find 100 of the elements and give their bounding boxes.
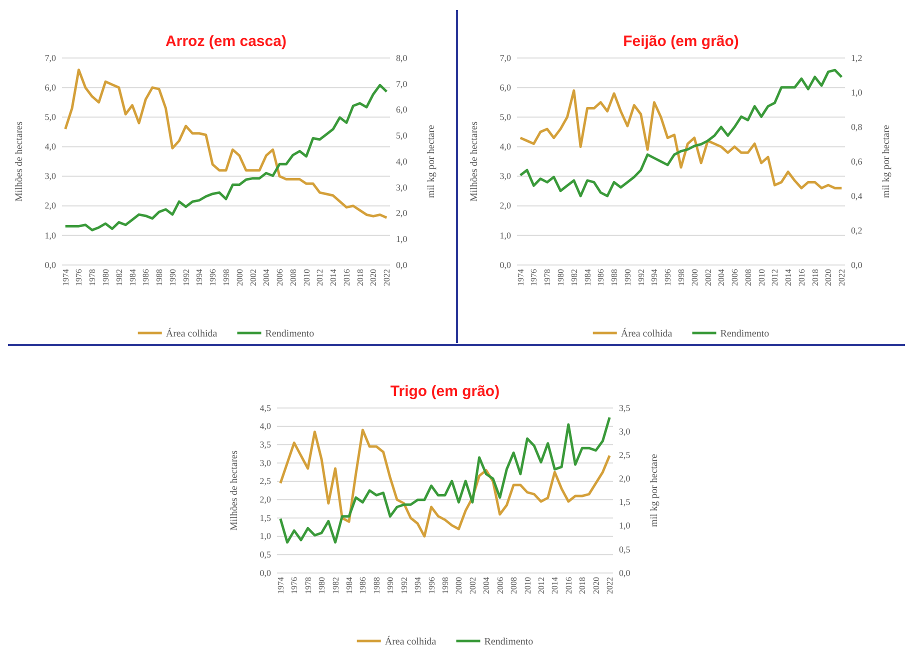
legend-label: Área colhida bbox=[384, 636, 437, 648]
x-tick-label: 2020 bbox=[823, 269, 834, 286]
x-tick-label: 1990 bbox=[385, 577, 396, 594]
y2-tick-label: 0,5 bbox=[619, 544, 631, 554]
y-tick-label: 4,0 bbox=[500, 142, 512, 152]
y-tick-label: 7,0 bbox=[44, 52, 56, 63]
x-tick-label: 1986 bbox=[358, 577, 368, 594]
x-tick-label: 2018 bbox=[810, 269, 820, 286]
y-tick-label: 5,0 bbox=[500, 112, 512, 122]
y2-tick-label: 1,0 bbox=[619, 520, 631, 531]
legend-label: Rendimento bbox=[720, 328, 770, 340]
y-tick-label: 1,5 bbox=[260, 512, 272, 523]
x-tick-label: 1992 bbox=[180, 269, 191, 286]
x-tick-label: 2016 bbox=[563, 577, 574, 594]
x-tick-label: 1976 bbox=[528, 269, 539, 286]
x-tick-label: 2018 bbox=[354, 269, 365, 286]
x-tick-label: 1974 bbox=[515, 268, 526, 286]
x-tick-label: 1982 bbox=[330, 577, 340, 594]
y2-tick-label: 1,2 bbox=[851, 52, 862, 63]
x-tick-label: 2014 bbox=[550, 576, 560, 594]
y2-tick-label: 0,8 bbox=[851, 122, 863, 132]
y2-tick-label: 1,0 bbox=[396, 234, 408, 244]
y2-tick-label: 1,0 bbox=[851, 87, 863, 98]
x-tick-label: 1998 bbox=[220, 269, 231, 286]
x-tick-label: 1978 bbox=[542, 269, 552, 286]
line-series bbox=[64, 84, 388, 232]
x-tick-label: 2000 bbox=[689, 269, 700, 286]
x-tick-label: 1976 bbox=[289, 577, 300, 594]
x-tick-label: 1980 bbox=[555, 269, 566, 286]
x-tick-label: 1994 bbox=[412, 576, 423, 594]
y-tick-label: 2,0 bbox=[500, 200, 512, 211]
y-axis-title: Milhões de hectares bbox=[229, 450, 240, 530]
x-tick-label: 2020 bbox=[368, 269, 378, 286]
y2-tick-label: 3,5 bbox=[619, 402, 631, 413]
y2-tick-label: 7,0 bbox=[396, 78, 408, 89]
x-tick-label: 2012 bbox=[314, 269, 325, 286]
x-tick-label: 1994 bbox=[194, 268, 204, 286]
legend-label: Rendimento bbox=[484, 636, 534, 648]
y-tick-label: 3,5 bbox=[260, 440, 272, 450]
y2-tick-label: 2,5 bbox=[619, 450, 631, 460]
y2-tick-label: 0,0 bbox=[619, 568, 631, 578]
y2-tick-label: 2,0 bbox=[619, 474, 631, 484]
x-tick-label: 2022 bbox=[836, 269, 847, 286]
y2-tick-label: 1,5 bbox=[619, 497, 631, 508]
y2-tick-label: 3,0 bbox=[396, 182, 408, 192]
x-tick-label: 2002 bbox=[702, 269, 713, 286]
x-tick-label: 2000 bbox=[234, 269, 244, 286]
x-tick-label: 1994 bbox=[649, 268, 660, 286]
y-tick-label: 3,0 bbox=[44, 171, 56, 182]
x-tick-label: 2010 bbox=[522, 577, 532, 594]
y2-tick-label: 0,6 bbox=[851, 156, 863, 166]
y2-tick-label: 0,2 bbox=[851, 225, 862, 236]
x-tick-label: 1988 bbox=[154, 269, 164, 286]
x-tick-label: 2006 bbox=[274, 269, 285, 286]
y-tick-label: 1,0 bbox=[500, 230, 512, 240]
y-tick-label: 6,0 bbox=[44, 82, 56, 92]
y-tick-label: 4,0 bbox=[44, 142, 56, 152]
x-tick-label: 1996 bbox=[208, 269, 218, 286]
x-tick-label: 1984 bbox=[582, 268, 592, 286]
y-tick-label: 0,0 bbox=[260, 568, 272, 578]
x-tick-label: 1980 bbox=[100, 269, 110, 286]
y2-axis-title: mil kg por hectare bbox=[426, 124, 437, 198]
chart-title: Arroz (em casca) bbox=[166, 33, 286, 50]
y2-tick-label: 6,0 bbox=[396, 104, 408, 115]
x-tick-label: 2014 bbox=[783, 268, 794, 286]
y-axis-title: Milhões de hectares bbox=[469, 121, 480, 202]
x-tick-label: 1992 bbox=[398, 577, 409, 594]
y-axis-title: Milhões de hectares bbox=[14, 121, 25, 202]
y-tick-label: 4,0 bbox=[260, 421, 272, 432]
y2-tick-label: 8,0 bbox=[396, 52, 408, 63]
x-tick-label: 2004 bbox=[716, 268, 726, 286]
x-tick-label: 2022 bbox=[604, 577, 615, 594]
x-tick-label: 1982 bbox=[568, 269, 579, 286]
line-series bbox=[519, 68, 843, 198]
y-tick-label: 3,0 bbox=[260, 458, 272, 468]
x-tick-label: 1980 bbox=[316, 577, 327, 594]
x-tick-label: 1974 bbox=[275, 576, 286, 594]
y2-tick-label: 4,0 bbox=[396, 156, 408, 166]
x-tick-label: 2008 bbox=[742, 269, 753, 286]
x-tick-label: 2018 bbox=[577, 577, 588, 594]
x-tick-label: 2010 bbox=[301, 269, 312, 286]
x-tick-label: 2012 bbox=[770, 269, 780, 286]
x-tick-label: 2004 bbox=[261, 268, 272, 286]
x-tick-label: 2008 bbox=[288, 269, 298, 286]
y-tick-label: 3,0 bbox=[500, 171, 512, 182]
x-tick-label: 1996 bbox=[662, 269, 673, 286]
y-tick-label: 2,5 bbox=[260, 476, 272, 486]
x-tick-label: 1990 bbox=[167, 269, 178, 286]
y-tick-label: 2,0 bbox=[44, 200, 56, 211]
y-tick-label: 4,5 bbox=[260, 402, 272, 413]
x-tick-label: 2016 bbox=[341, 269, 352, 286]
y2-tick-label: 2,0 bbox=[396, 208, 408, 218]
legend-label: Área colhida bbox=[166, 328, 218, 340]
y-tick-label: 6,0 bbox=[500, 82, 512, 92]
x-tick-label: 1988 bbox=[609, 269, 620, 286]
x-tick-label: 2002 bbox=[248, 269, 258, 286]
y-tick-label: 0,5 bbox=[260, 550, 272, 560]
x-tick-label: 1998 bbox=[676, 269, 686, 286]
y-tick-label: 0,0 bbox=[500, 260, 512, 270]
x-tick-label: 2012 bbox=[536, 577, 546, 594]
